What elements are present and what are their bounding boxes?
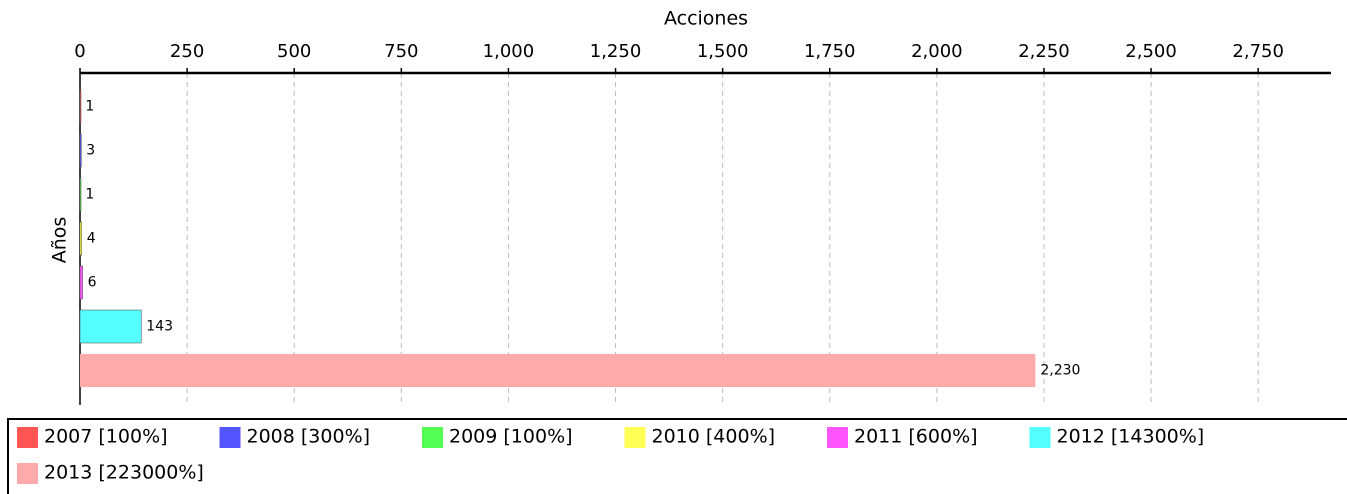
data-label: 1 — [85, 99, 94, 115]
legend-label: 2011 [600%] — [854, 426, 978, 448]
x-tick-label: 1,750 — [804, 41, 856, 62]
data-label: 4 — [87, 231, 96, 247]
x-tick-label: 1,500 — [697, 41, 749, 62]
legend-swatch — [422, 427, 443, 448]
legend-swatch — [1029, 427, 1051, 448]
bar — [79, 89, 82, 124]
x-tick-label: 1,250 — [590, 41, 642, 62]
x-tick-label: 2,000 — [911, 41, 963, 62]
data-label: 6 — [88, 275, 97, 291]
x-tick-label: 0 — [74, 41, 85, 62]
legend-label: 2010 [400%] — [652, 426, 776, 448]
y-axis-title: Años — [49, 217, 71, 264]
legend-swatch — [17, 463, 38, 484]
bar — [79, 133, 82, 168]
bar — [79, 221, 82, 256]
x-tick-label: 500 — [277, 41, 311, 62]
legend-label: 2012 [14300%] — [1057, 426, 1205, 448]
x-tick-label: 2,500 — [1125, 41, 1177, 62]
bar — [79, 309, 142, 344]
legend-label: 2007 [100%] — [44, 426, 168, 448]
bar — [79, 265, 83, 300]
legend-swatch — [17, 427, 38, 448]
data-label: 3 — [86, 143, 95, 159]
legend-swatch — [827, 427, 848, 448]
data-label: 143 — [146, 319, 173, 335]
x-tick-label: 1,000 — [483, 41, 535, 62]
x-tick-label: 250 — [170, 41, 204, 62]
data-label: 1 — [85, 187, 94, 203]
legend-label: 2013 [223000%] — [44, 462, 204, 484]
data-label: 2,230 — [1040, 363, 1080, 379]
bar — [79, 177, 82, 212]
legend-label: 2009 [100%] — [449, 426, 573, 448]
x-tick-label: 2,250 — [1018, 41, 1070, 62]
legend-swatch — [219, 427, 241, 448]
bar — [80, 354, 1036, 387]
legend-box — [7, 418, 1347, 494]
x-tick-label: 750 — [384, 41, 418, 62]
x-axis-title: Acciones — [664, 8, 748, 30]
legend-label: 2008 [300%] — [247, 426, 371, 448]
legend-swatch — [624, 427, 646, 448]
x-tick-label: 2,750 — [1232, 41, 1284, 62]
